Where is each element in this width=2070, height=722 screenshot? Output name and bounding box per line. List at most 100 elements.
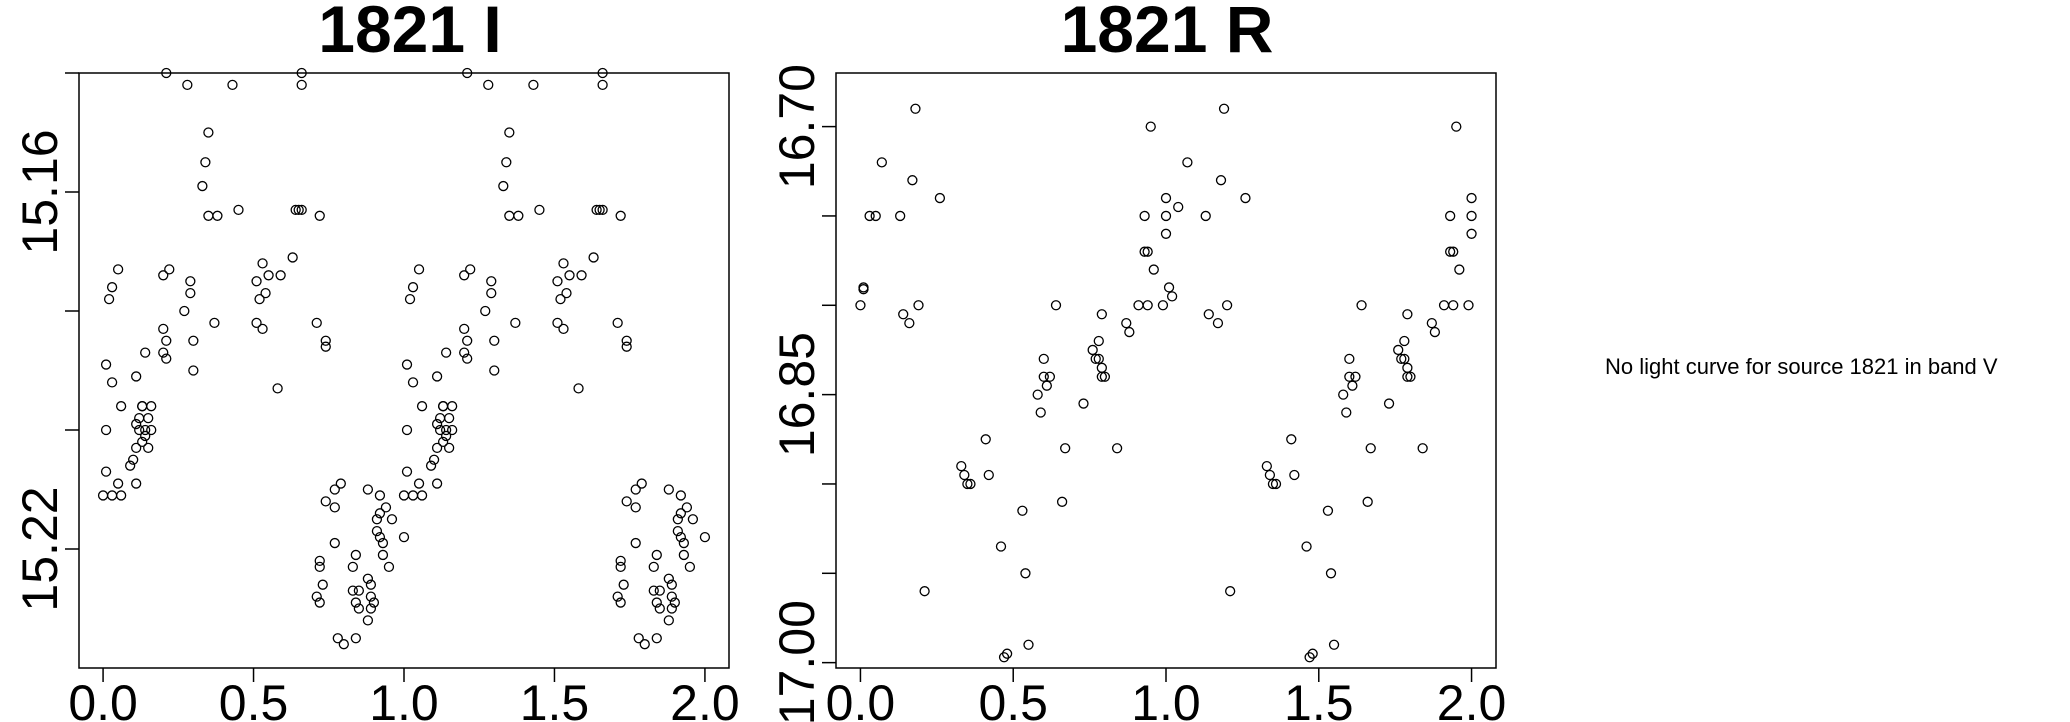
data-point (197, 180, 208, 192)
data-point (350, 633, 362, 644)
data-point (161, 335, 172, 346)
data-point (1166, 291, 1178, 302)
data-point (314, 561, 325, 572)
data-point (510, 317, 521, 329)
data-point (528, 79, 539, 91)
data-point (675, 490, 687, 501)
data-point (486, 276, 497, 287)
data-point (112, 264, 124, 275)
data-point (959, 469, 970, 481)
data-point (1163, 282, 1175, 293)
data-point (462, 67, 473, 79)
data-point (353, 585, 365, 596)
data-point (681, 502, 693, 513)
data-point (597, 79, 608, 91)
data-point (440, 424, 452, 436)
data-point (1396, 353, 1407, 365)
data-point (443, 442, 455, 454)
data-point (275, 270, 286, 281)
data-point (612, 317, 623, 329)
data-point (895, 210, 906, 222)
data-point (383, 561, 395, 572)
data-point (164, 264, 175, 275)
data-point (443, 412, 455, 424)
data-point (870, 210, 881, 222)
data-point (103, 293, 115, 305)
data-point (612, 591, 623, 602)
data-point (1139, 246, 1150, 257)
data-point (1356, 300, 1367, 311)
data-point (179, 305, 190, 317)
data-point (621, 496, 632, 507)
data-point (998, 652, 1010, 663)
data-point (1454, 264, 1465, 275)
data-point (347, 585, 358, 596)
data-point (431, 478, 443, 489)
data-point (314, 555, 325, 567)
data-point (1362, 496, 1373, 507)
data-point (672, 514, 683, 525)
data-point (459, 347, 470, 358)
data-point (588, 252, 599, 263)
data-point (106, 490, 118, 501)
data-point (106, 377, 118, 388)
data-point (513, 210, 524, 221)
data-point (140, 347, 151, 358)
data-point (314, 597, 325, 608)
data-point (564, 270, 575, 281)
data-point (1307, 648, 1318, 659)
data-point (898, 309, 909, 320)
y-axis: 16.70 16.85 17.00 (769, 64, 836, 722)
data-point (654, 603, 665, 614)
data-point (296, 204, 307, 216)
data-point (1093, 353, 1104, 365)
data-point (489, 365, 500, 376)
data-point (407, 282, 419, 293)
data-point (666, 603, 677, 614)
data-point (143, 412, 154, 424)
data-point (675, 508, 687, 519)
data-point (1399, 353, 1410, 365)
data-point (913, 300, 924, 311)
data-point (1448, 300, 1459, 311)
data-point (1160, 228, 1172, 239)
data-point (561, 287, 572, 299)
chart-title: 1821 R (1061, 0, 1274, 66)
data-point (257, 323, 268, 335)
data-point (1322, 505, 1334, 516)
data-point (1399, 335, 1410, 347)
data-point (1225, 586, 1236, 597)
data-point (1111, 443, 1123, 454)
data-point (140, 424, 151, 436)
data-point (1148, 264, 1159, 275)
data-point (209, 317, 220, 329)
data-point (329, 484, 340, 495)
data-point (907, 175, 918, 186)
data-point (876, 157, 887, 168)
data-point (1261, 460, 1272, 472)
data-point (962, 478, 973, 490)
data-point (374, 531, 386, 543)
x-tick-label: 0.5 (978, 675, 1048, 722)
data-point (347, 561, 358, 572)
data-point (131, 478, 142, 489)
data-point (185, 276, 196, 287)
data-point (143, 442, 154, 454)
data-point (573, 383, 584, 394)
data-point (1121, 318, 1132, 329)
data-point (1426, 318, 1437, 329)
data-point (1157, 300, 1169, 311)
data-point (1001, 648, 1013, 659)
data-point (386, 514, 398, 525)
data-point (552, 317, 563, 329)
data-point (615, 561, 626, 572)
data-point (263, 270, 274, 281)
data-point (1393, 344, 1404, 356)
data-point (320, 341, 331, 352)
data-point (1133, 300, 1144, 311)
data-point (1020, 568, 1031, 579)
data-point (407, 377, 419, 388)
data-point (329, 537, 340, 549)
data-point (639, 639, 650, 650)
data-point (290, 204, 301, 216)
